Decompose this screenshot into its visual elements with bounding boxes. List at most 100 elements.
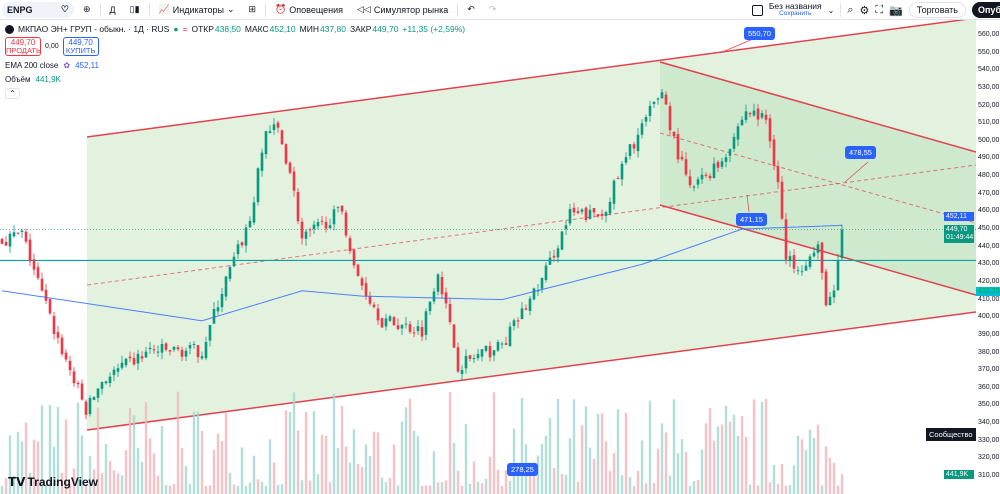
volume-bar (544, 435, 548, 494)
volume-value: 441,9K (35, 75, 61, 84)
candle-body (36, 267, 40, 278)
volume-bar (432, 451, 436, 494)
undo-icon[interactable]: ↶ (467, 4, 475, 14)
volume-bar (232, 484, 236, 494)
watchlist-icon[interactable]: ♡ (60, 4, 69, 14)
candle-body (696, 179, 700, 185)
volume-bar (256, 479, 260, 494)
price-tick: 350,00 (978, 401, 1000, 409)
chevron-down-icon[interactable]: ⌄ (827, 5, 835, 15)
volume-bar (460, 485, 464, 494)
indicators-button[interactable]: 📈 Индикаторы ⌄ (158, 4, 235, 15)
volume-bar (8, 435, 12, 494)
candle-body (244, 227, 248, 246)
volume-bar (472, 461, 476, 494)
price-annotation[interactable]: 278,25 (507, 463, 538, 476)
price-annotation[interactable]: 471,15 (736, 213, 767, 226)
gear-icon[interactable]: ⚙ (859, 4, 870, 17)
tradingview-logo[interactable]: 𝗧𝗩 TradingView (8, 475, 98, 489)
price-tick: 470,00 (978, 189, 1000, 197)
ema-indicator-legend[interactable]: EMA 200 close ✿ 452,11 (5, 61, 465, 70)
candle-body (736, 126, 740, 140)
volume-bar (228, 472, 232, 494)
candle-body (316, 222, 320, 227)
interval-button[interactable]: Д (109, 4, 116, 15)
volume-bar (168, 485, 172, 494)
symbol-search[interactable]: ENPG ♡ (2, 1, 74, 18)
add-symbol-icon[interactable]: ⊕ (83, 4, 91, 14)
price-tick: 420,00 (978, 277, 1000, 285)
indicators-icon: 📈 (158, 4, 170, 14)
volume-bar (612, 453, 616, 494)
volume-bar (800, 439, 804, 494)
volume-bar (108, 460, 112, 494)
volume-bar (640, 440, 644, 494)
candle-body (92, 397, 96, 400)
volume-bar (360, 467, 364, 494)
publish-button[interactable]: Опубликовать (972, 2, 1000, 18)
collapse-legend-button[interactable]: ⌃ (5, 88, 20, 99)
symbol-title: МКПАО ЭН+ ГРУП - обыкн. · 1Д · RUS (18, 24, 170, 34)
price-annotation[interactable]: 550,70 (744, 27, 775, 40)
volume-bar (792, 465, 796, 494)
volume-bar (384, 482, 388, 494)
layout-name: Без названия (768, 1, 822, 11)
camera-icon[interactable]: 📷 (889, 4, 903, 17)
alerts-button[interactable]: ⏰ Оповещения (270, 4, 348, 15)
volume-bar (504, 469, 508, 494)
volume-bar (340, 405, 344, 494)
volume-bar (88, 456, 92, 494)
candle-body (636, 134, 640, 152)
price-annotation[interactable]: 478,55 (845, 146, 876, 159)
layout-icon[interactable] (751, 4, 763, 16)
volume-indicator-legend[interactable]: Объём 441,9K (5, 75, 465, 84)
candle-body (640, 123, 644, 135)
volume-bar (320, 434, 324, 494)
volume-bar (244, 485, 248, 494)
candle-body (56, 332, 60, 338)
tv-logo-icon: 𝗧𝗩 (8, 475, 26, 489)
candle-body (368, 296, 372, 304)
trade-button[interactable]: Торговать (908, 2, 966, 18)
fullscreen-icon[interactable]: ⛶ (875, 3, 884, 16)
price-tick: 450,00 (978, 225, 1000, 233)
price-tick: 440,00 (978, 242, 1000, 250)
replay-button[interactable]: ◁◁ Симулятор рынка (352, 4, 453, 15)
price-tick: 310,00 (978, 472, 1000, 479)
volume-bar (540, 443, 544, 494)
candle-body (828, 296, 832, 306)
buy-button[interactable]: 449,70 КУПИТЬ (62, 37, 99, 56)
candle-body (272, 124, 276, 130)
candle-body (796, 270, 800, 272)
volume-bar (616, 409, 620, 494)
volume-bar (808, 429, 812, 494)
community-button[interactable]: Сообщество (926, 428, 976, 441)
volume-bar (476, 481, 480, 494)
price-axis[interactable]: 560,00 550,00 540,00 530,00 520,00 510,00 500,… (976, 20, 1000, 494)
volume-bar (60, 472, 64, 494)
price-tick: 400,00 (978, 313, 1000, 321)
price-chart[interactable] (0, 20, 976, 494)
candles-icon[interactable]: ▯▮ (129, 4, 140, 14)
layout-name-button[interactable]: Без названия Сохранить (769, 2, 822, 18)
volume-bar (816, 424, 820, 494)
volume-bar (412, 430, 416, 494)
candle-body (644, 117, 648, 122)
candle-body (548, 257, 552, 265)
redo-icon[interactable]: ↷ (488, 4, 497, 14)
quick-search-icon[interactable]: ⌕ (847, 3, 854, 16)
volume-bar (4, 478, 8, 494)
candle-body (692, 186, 696, 188)
candle-body (628, 144, 632, 156)
candle-body (364, 283, 368, 296)
candle-body (256, 168, 260, 203)
templates-icon[interactable]: ⊞ (248, 4, 257, 14)
candle-body (380, 318, 384, 328)
volume-bar (300, 480, 304, 494)
sell-button[interactable]: 449,70 ПРОДАТЬ (5, 37, 41, 56)
volume-bar (512, 428, 516, 494)
volume-bar (80, 435, 84, 494)
candle-body (464, 355, 468, 369)
volume-bar (132, 415, 136, 494)
volume-bar (64, 419, 68, 494)
